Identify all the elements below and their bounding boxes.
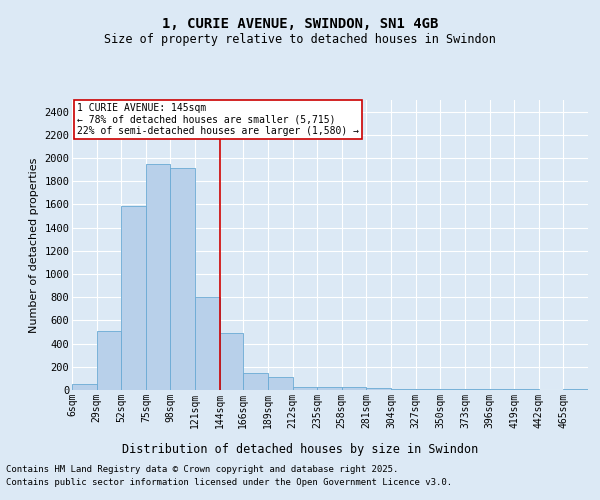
Bar bbox=[72, 384, 97, 390]
Text: Contains HM Land Registry data © Crown copyright and database right 2025.: Contains HM Land Registry data © Crown c… bbox=[6, 466, 398, 474]
Bar bbox=[146, 164, 170, 390]
Text: 1 CURIE AVENUE: 145sqm
← 78% of detached houses are smaller (5,715)
22% of semi-: 1 CURIE AVENUE: 145sqm ← 78% of detached… bbox=[77, 103, 359, 136]
Bar bbox=[293, 386, 317, 390]
Bar bbox=[317, 387, 342, 390]
Text: Size of property relative to detached houses in Swindon: Size of property relative to detached ho… bbox=[104, 32, 496, 46]
Bar bbox=[97, 331, 121, 390]
Bar bbox=[268, 377, 293, 390]
Bar bbox=[367, 388, 391, 390]
Text: 1, CURIE AVENUE, SWINDON, SN1 4GB: 1, CURIE AVENUE, SWINDON, SN1 4GB bbox=[162, 18, 438, 32]
Bar bbox=[220, 333, 243, 390]
Bar bbox=[121, 206, 146, 390]
Bar bbox=[170, 168, 195, 390]
Bar bbox=[342, 387, 367, 390]
Bar bbox=[243, 372, 268, 390]
Text: Distribution of detached houses by size in Swindon: Distribution of detached houses by size … bbox=[122, 442, 478, 456]
Bar bbox=[195, 297, 220, 390]
Y-axis label: Number of detached properties: Number of detached properties bbox=[29, 158, 38, 332]
Text: Contains public sector information licensed under the Open Government Licence v3: Contains public sector information licen… bbox=[6, 478, 452, 487]
